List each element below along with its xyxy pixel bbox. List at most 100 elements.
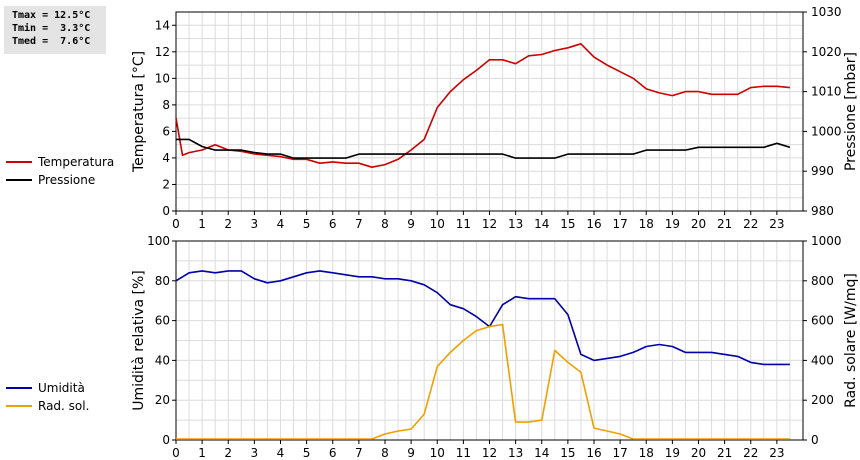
- series-line-rad-sol: [176, 323, 790, 440]
- x-tick-label: 3: [251, 217, 259, 231]
- y-tick-label: 80: [155, 274, 170, 288]
- x-tick-label: 1: [198, 217, 206, 231]
- y2-tick-label: 1030: [811, 5, 842, 19]
- legend-swatch: [6, 405, 32, 407]
- x-tick-label: 8: [381, 446, 389, 460]
- y-tick-label: 100: [147, 234, 170, 248]
- x-tick-label: 18: [639, 446, 654, 460]
- x-tick-label: 19: [665, 217, 680, 231]
- x-tick-label: 12: [482, 217, 497, 231]
- stat-tmax: Tmax = 12.5°C: [12, 10, 91, 21]
- x-tick-label: 17: [612, 217, 627, 231]
- x-tick-label: 0: [172, 217, 180, 231]
- y2-tick-label: 400: [811, 353, 834, 367]
- x-tick-label: 11: [456, 217, 471, 231]
- y2-tick-label: 600: [811, 314, 834, 328]
- x-tick-label: 10: [430, 446, 445, 460]
- stat-tmed: Tmed = 7.6°C: [12, 36, 91, 47]
- x-tick-label: 12: [482, 446, 497, 460]
- y2-axis-label: Rad. solare [W/mq]: [843, 273, 859, 408]
- series-line-pressione: [176, 138, 791, 159]
- x-tick-label: 7: [355, 217, 363, 231]
- x-tick-label: 22: [743, 446, 758, 460]
- legend-bottom: Umidità Rad. sol.: [6, 379, 89, 415]
- x-tick-label: 13: [508, 217, 523, 231]
- chart-panel-1: 0 1 2 3 4 5 6 7 8 9 10 11 12 13 14 15 16 17 18 19 20 21 22 2302…: [131, 5, 859, 231]
- x-tick-label: 16: [586, 217, 601, 231]
- y-tick-label: 6: [162, 124, 170, 138]
- legend-top: Temperatura Pressione: [6, 153, 114, 189]
- y-tick-label: 20: [155, 393, 170, 407]
- x-tick-label: 4: [277, 446, 285, 460]
- legend-label: Umidità: [38, 381, 85, 395]
- x-tick-label: 0: [172, 446, 180, 460]
- x-tick-label: 2: [224, 217, 232, 231]
- y2-tick-label: 980: [811, 204, 834, 218]
- x-tick-label: 6: [329, 446, 337, 460]
- x-tick-label: 7: [355, 446, 363, 460]
- y-tick-label: 4: [162, 151, 170, 165]
- series-line-umidit: [175, 270, 790, 366]
- x-tick-label: 5: [303, 217, 311, 231]
- x-tick-label: 21: [717, 217, 732, 231]
- y-axis-label: Temperatura [°C]: [131, 51, 147, 173]
- x-tick-label: 15: [560, 217, 575, 231]
- x-tick-label: 14: [534, 217, 549, 231]
- x-tick-label: 11: [456, 446, 471, 460]
- legend-label: Rad. sol.: [38, 399, 90, 413]
- stat-tmin: Tmin = 3.3°C: [12, 23, 91, 34]
- legend-swatch: [6, 161, 32, 163]
- x-tick-label: 20: [691, 446, 706, 460]
- x-tick-label: 3: [251, 446, 259, 460]
- y2-tick-label: 1020: [811, 45, 842, 59]
- x-tick-label: 13: [508, 446, 523, 460]
- x-tick-label: 19: [665, 446, 680, 460]
- y2-tick-label: 0: [811, 433, 819, 447]
- y-tick-label: 12: [155, 45, 170, 59]
- y2-axis-label: Pressione [mbar]: [843, 52, 859, 171]
- x-tick-label: 1: [198, 446, 206, 460]
- stats-box: Tmax = 12.5°C Tmin = 3.3°C Tmed = 7.6°C: [4, 6, 106, 54]
- y2-tick-label: 800: [811, 274, 834, 288]
- x-tick-label: 22: [743, 217, 758, 231]
- y2-tick-label: 1010: [811, 85, 842, 99]
- x-tick-label: 5: [303, 446, 311, 460]
- legend-swatch: [6, 179, 32, 181]
- legend-item-temperatura: Temperatura: [6, 153, 114, 171]
- y-tick-label: 2: [162, 177, 170, 191]
- x-tick-label: 4: [277, 217, 285, 231]
- legend-label: Pressione: [38, 173, 96, 187]
- y2-tick-label: 1000: [811, 124, 842, 138]
- y-tick-label: 14: [155, 18, 170, 32]
- y-tick-label: 0: [162, 204, 170, 218]
- y2-tick-label: 990: [811, 164, 834, 178]
- y-tick-label: 10: [155, 71, 170, 85]
- x-tick-label: 10: [430, 217, 445, 231]
- y-axis-label: Umidità relativa [%]: [131, 270, 147, 411]
- x-tick-label: 6: [329, 217, 337, 231]
- y-tick-label: 0: [162, 433, 170, 447]
- y2-tick-label: 200: [811, 393, 834, 407]
- x-tick-label: 16: [586, 446, 601, 460]
- x-tick-label: 2: [224, 446, 232, 460]
- legend-item-umidita: Umidità: [6, 379, 89, 397]
- x-tick-label: 23: [769, 217, 784, 231]
- x-tick-label: 9: [407, 446, 415, 460]
- x-tick-label: 8: [381, 217, 389, 231]
- legend-item-pressione: Pressione: [6, 171, 114, 189]
- legend-item-rad-sol: Rad. sol.: [6, 397, 89, 415]
- x-tick-label: 14: [534, 446, 549, 460]
- chart-panel-2: 0 1 2 3 4 5 6 7 8 9 10 11 12 13 14 15 16 17 18 19 20 21 22 2302…: [131, 234, 859, 460]
- x-tick-label: 23: [769, 446, 784, 460]
- x-tick-label: 21: [717, 446, 732, 460]
- y-tick-label: 40: [155, 353, 170, 367]
- legend-label: Temperatura: [38, 155, 115, 169]
- y-tick-label: 60: [155, 314, 170, 328]
- x-tick-label: 9: [407, 217, 415, 231]
- x-tick-label: 17: [612, 446, 627, 460]
- x-tick-label: 18: [639, 217, 654, 231]
- series-line-temperatura: [175, 42, 790, 168]
- y2-tick-label: 1000: [811, 234, 842, 248]
- x-tick-label: 20: [691, 217, 706, 231]
